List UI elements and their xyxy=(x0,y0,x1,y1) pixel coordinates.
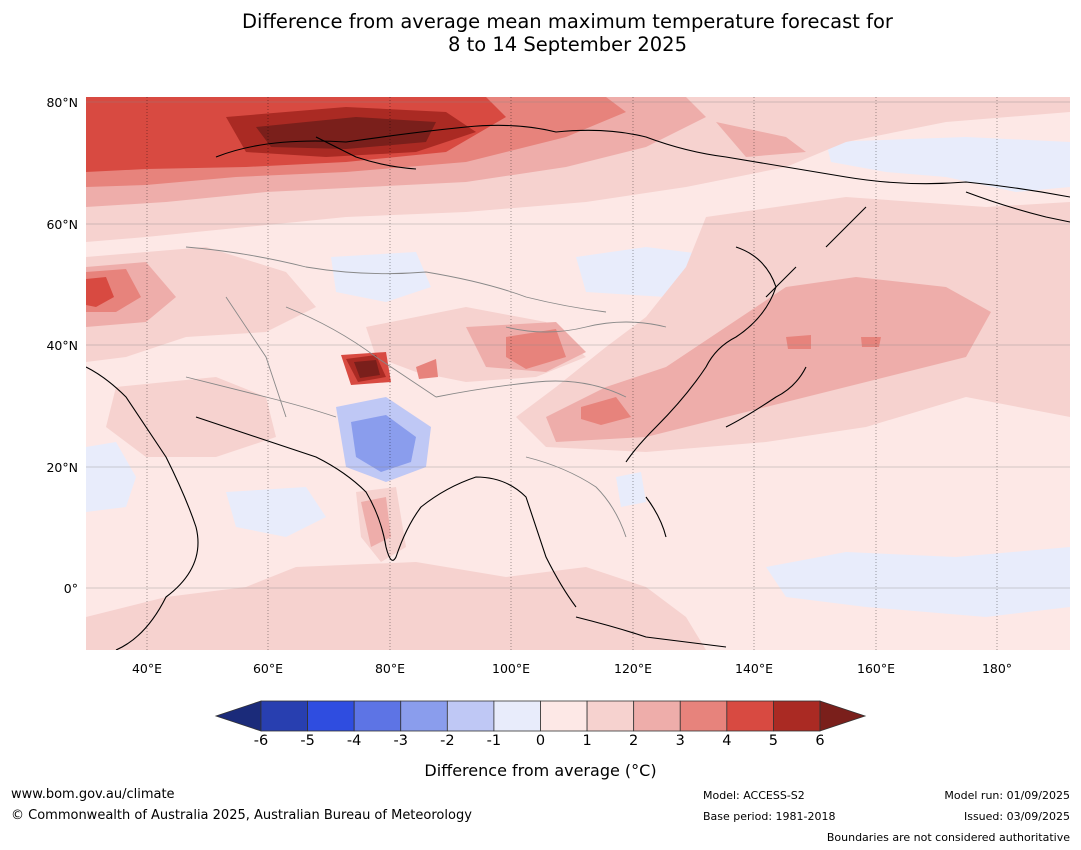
colorbar-extend-high xyxy=(819,700,867,732)
colorbar-segment xyxy=(540,700,588,732)
colorbar-extend-low xyxy=(214,700,262,732)
website-link[interactable]: www.bom.gov.au/climate xyxy=(11,787,175,802)
title-line-2: 8 to 14 September 2025 xyxy=(448,33,687,56)
colorbar-tick-label: -4 xyxy=(346,733,362,749)
colorbar-tick-label: 4 xyxy=(722,733,732,749)
colorbar-tick-label: -3 xyxy=(393,733,408,749)
colorbar-segment xyxy=(260,700,308,732)
colorbar-tick-label: 1 xyxy=(582,733,592,749)
title-line-1: Difference from average mean maximum tem… xyxy=(242,10,893,33)
colorbar-tick-label: 0 xyxy=(535,733,546,749)
lon-label-80e: 80°E xyxy=(374,661,406,676)
latitude-gridlines xyxy=(86,101,1070,589)
model-name: Model: ACCESS-S2 xyxy=(703,789,805,802)
model-run-date: Model run: 01/09/2025 xyxy=(944,789,1070,802)
colorbar-segment xyxy=(400,700,448,732)
issued-date: Issued: 03/09/2025 xyxy=(963,810,1070,823)
base-period: Base period: 1981-2018 xyxy=(703,810,836,823)
boundaries-disclaimer: Boundaries are not considered authoritat… xyxy=(826,831,1070,844)
colorbar-segment xyxy=(586,700,635,732)
colorbar-tick-label: 3 xyxy=(675,733,685,749)
colorbar-tick-label: 6 xyxy=(815,733,825,749)
colorbar-tick-label: 2 xyxy=(629,733,639,749)
lat-label-60n: 60°N xyxy=(46,217,78,232)
lon-label-160e: 160°E xyxy=(856,661,896,676)
lon-label-40e: 40°E xyxy=(131,661,163,676)
lon-label-140e: 140°E xyxy=(734,661,774,676)
colorbar-segment xyxy=(493,700,541,732)
colorbar-label: Difference from average (°C) xyxy=(424,761,657,780)
colorbar-segment xyxy=(773,700,821,732)
map-svg xyxy=(86,97,1070,650)
colorbar-tick-label: -6 xyxy=(253,733,269,749)
lat-label-80n: 80°N xyxy=(46,95,78,110)
colorbar-tick-label: -5 xyxy=(300,733,315,749)
india-cool-anomaly xyxy=(336,397,431,482)
chart-title: Difference from average mean maximum tem… xyxy=(0,10,1081,56)
colorbar-tick-label: 5 xyxy=(768,733,779,749)
lat-label-40n: 40°N xyxy=(46,338,78,353)
country-borders xyxy=(185,246,667,538)
coastlines xyxy=(86,124,1070,650)
colorbar-segments xyxy=(214,700,867,732)
lon-label-100e: 100°E xyxy=(491,661,531,676)
colorbar-tick-label: -2 xyxy=(440,733,455,749)
lon-label-60e: 60°E xyxy=(252,661,284,676)
copyright-text: © Commonwealth of Australia 2025, Austra… xyxy=(11,808,472,823)
colorbar-segment xyxy=(307,700,355,732)
longitude-gridlines xyxy=(146,97,998,650)
colorbar-segment xyxy=(353,700,402,732)
colorbar-segment xyxy=(726,700,774,732)
lat-label-0: 0° xyxy=(63,581,78,596)
colorbar-segment xyxy=(446,700,495,732)
lon-label-120e: 120°E xyxy=(613,661,653,676)
forecast-map xyxy=(86,97,1070,650)
colorbar-tick-label: -1 xyxy=(486,733,502,749)
colorbar-segment xyxy=(633,700,681,732)
lon-label-180: 180° xyxy=(981,661,1013,676)
lat-label-20n: 20°N xyxy=(46,460,78,475)
colorbar-segment xyxy=(679,700,728,732)
